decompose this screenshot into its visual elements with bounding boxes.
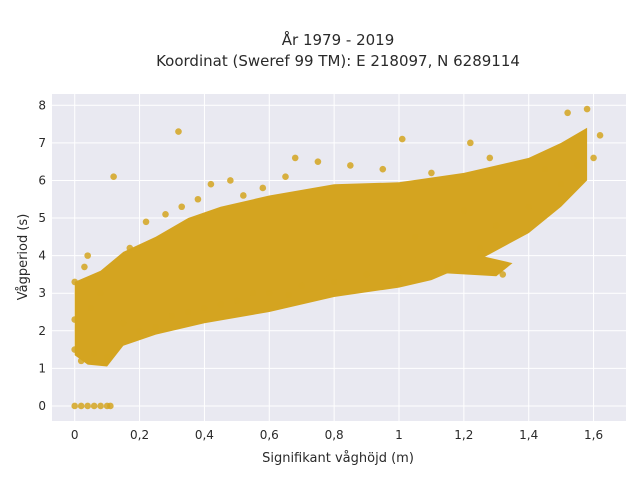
data-point (126, 244, 134, 252)
data-point (142, 218, 150, 226)
data-point (240, 192, 247, 199)
data-point (363, 271, 370, 278)
y-tick-label: 8 (38, 98, 46, 112)
x-tick-label: 0,4 (195, 428, 214, 442)
data-point (87, 304, 95, 312)
data-point (574, 162, 581, 169)
data-point (282, 173, 289, 180)
data-point (467, 139, 474, 147)
data-point (175, 128, 182, 135)
scatter-cloud-branch (308, 251, 513, 292)
y-tick-label: 0 (38, 399, 46, 413)
data-point (398, 135, 406, 143)
data-point (110, 173, 117, 180)
data-point (486, 154, 494, 162)
chart-subtitle: Koordinat (Sweref 99 TM): E 218097, N 62… (156, 52, 520, 70)
data-point (103, 353, 111, 361)
data-point (90, 350, 98, 357)
data-point (476, 244, 484, 252)
data-point (259, 184, 267, 192)
data-point (590, 154, 597, 162)
data-point (265, 289, 273, 297)
data-point (596, 132, 604, 139)
data-point (347, 162, 354, 169)
data-point (557, 180, 565, 188)
data-point (71, 316, 79, 323)
data-point (227, 177, 234, 184)
data-point (201, 304, 208, 312)
data-point (152, 323, 160, 331)
data-points (71, 105, 604, 410)
data-point (492, 222, 500, 229)
data-point (107, 402, 114, 410)
data-point (249, 289, 257, 297)
data-point (81, 263, 88, 271)
data-point (184, 308, 192, 316)
x-tick-labels: 0 0,2 0,4 0,6 0,8 1 1,2 1,4 1,6 (71, 428, 603, 442)
y-axis-label: Vågperiod (s) (16, 214, 31, 301)
x-tick-label: 0,8 (325, 428, 344, 442)
data-point (330, 278, 338, 286)
data-point (97, 402, 104, 410)
x-tick-label: 1,2 (454, 428, 473, 442)
data-point (71, 402, 79, 410)
data-point (162, 210, 169, 218)
y-tick-label: 7 (38, 136, 46, 150)
data-point (178, 203, 186, 211)
data-point (97, 289, 104, 297)
y-tick-label: 2 (38, 324, 46, 338)
x-tick-label: 1,6 (584, 428, 603, 442)
data-point (444, 263, 451, 271)
y-tick-label: 4 (38, 249, 46, 263)
data-point (460, 207, 468, 214)
data-point (314, 158, 322, 165)
y-tick-label: 5 (38, 211, 46, 225)
y-tick-labels: 0 1 2 3 4 5 6 7 8 (38, 98, 46, 413)
data-point (71, 346, 79, 353)
data-point (379, 165, 387, 173)
y-tick-label: 6 (38, 173, 46, 187)
x-tick-label: 0,2 (130, 428, 149, 442)
data-point (136, 327, 143, 335)
data-point (207, 180, 215, 188)
x-tick-label: 0,6 (260, 428, 279, 442)
data-point (120, 319, 127, 327)
data-point (285, 291, 293, 299)
data-point (84, 252, 91, 259)
x-tick-label: 0 (71, 428, 79, 442)
data-point (499, 271, 507, 278)
data-point (291, 154, 299, 162)
data-point (194, 195, 202, 203)
data-point (77, 357, 85, 365)
data-point (90, 402, 98, 410)
data-point (395, 274, 403, 282)
data-point (509, 162, 516, 169)
data-point (71, 278, 79, 286)
data-point (411, 233, 419, 241)
data-point (564, 109, 571, 117)
x-tick-label: 1 (395, 428, 403, 442)
x-tick-label: 1,4 (519, 428, 538, 442)
data-point (168, 312, 176, 320)
data-point (525, 203, 533, 211)
data-point (233, 297, 241, 305)
data-point (77, 402, 85, 410)
data-point (541, 165, 549, 173)
x-axis-label: Signifikant våghöjd (m) (262, 451, 414, 466)
data-point (84, 402, 91, 410)
y-tick-label: 3 (38, 286, 46, 300)
data-point (583, 105, 591, 113)
data-point (428, 169, 435, 177)
data-point (217, 301, 224, 308)
data-point (298, 282, 306, 289)
chart-title: År 1979 - 2019 (282, 30, 395, 49)
y-tick-label: 1 (38, 361, 46, 375)
